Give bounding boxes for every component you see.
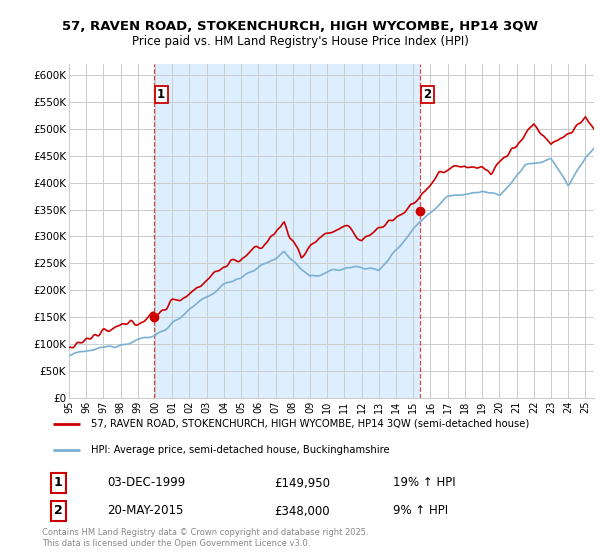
Text: 57, RAVEN ROAD, STOKENCHURCH, HIGH WYCOMBE, HP14 3QW (semi-detached house): 57, RAVEN ROAD, STOKENCHURCH, HIGH WYCOM… xyxy=(91,419,529,429)
Text: 19% ↑ HPI: 19% ↑ HPI xyxy=(393,477,455,489)
Bar xyxy=(154,64,420,398)
Text: 1: 1 xyxy=(54,477,62,489)
Text: HPI: Average price, semi-detached house, Buckinghamshire: HPI: Average price, semi-detached house,… xyxy=(91,445,389,455)
Text: £149,950: £149,950 xyxy=(274,477,330,489)
Text: 9% ↑ HPI: 9% ↑ HPI xyxy=(393,505,448,517)
Text: 20-MAY-2015: 20-MAY-2015 xyxy=(107,505,183,517)
Text: 03-DEC-1999: 03-DEC-1999 xyxy=(107,477,185,489)
Text: Price paid vs. HM Land Registry's House Price Index (HPI): Price paid vs. HM Land Registry's House … xyxy=(131,35,469,48)
Text: 2: 2 xyxy=(54,505,62,517)
Text: 57, RAVEN ROAD, STOKENCHURCH, HIGH WYCOMBE, HP14 3QW: 57, RAVEN ROAD, STOKENCHURCH, HIGH WYCOM… xyxy=(62,20,538,32)
Text: £348,000: £348,000 xyxy=(274,505,330,517)
Text: Contains HM Land Registry data © Crown copyright and database right 2025.
This d: Contains HM Land Registry data © Crown c… xyxy=(42,528,368,548)
Text: 1: 1 xyxy=(157,88,165,101)
Text: 2: 2 xyxy=(423,88,431,101)
